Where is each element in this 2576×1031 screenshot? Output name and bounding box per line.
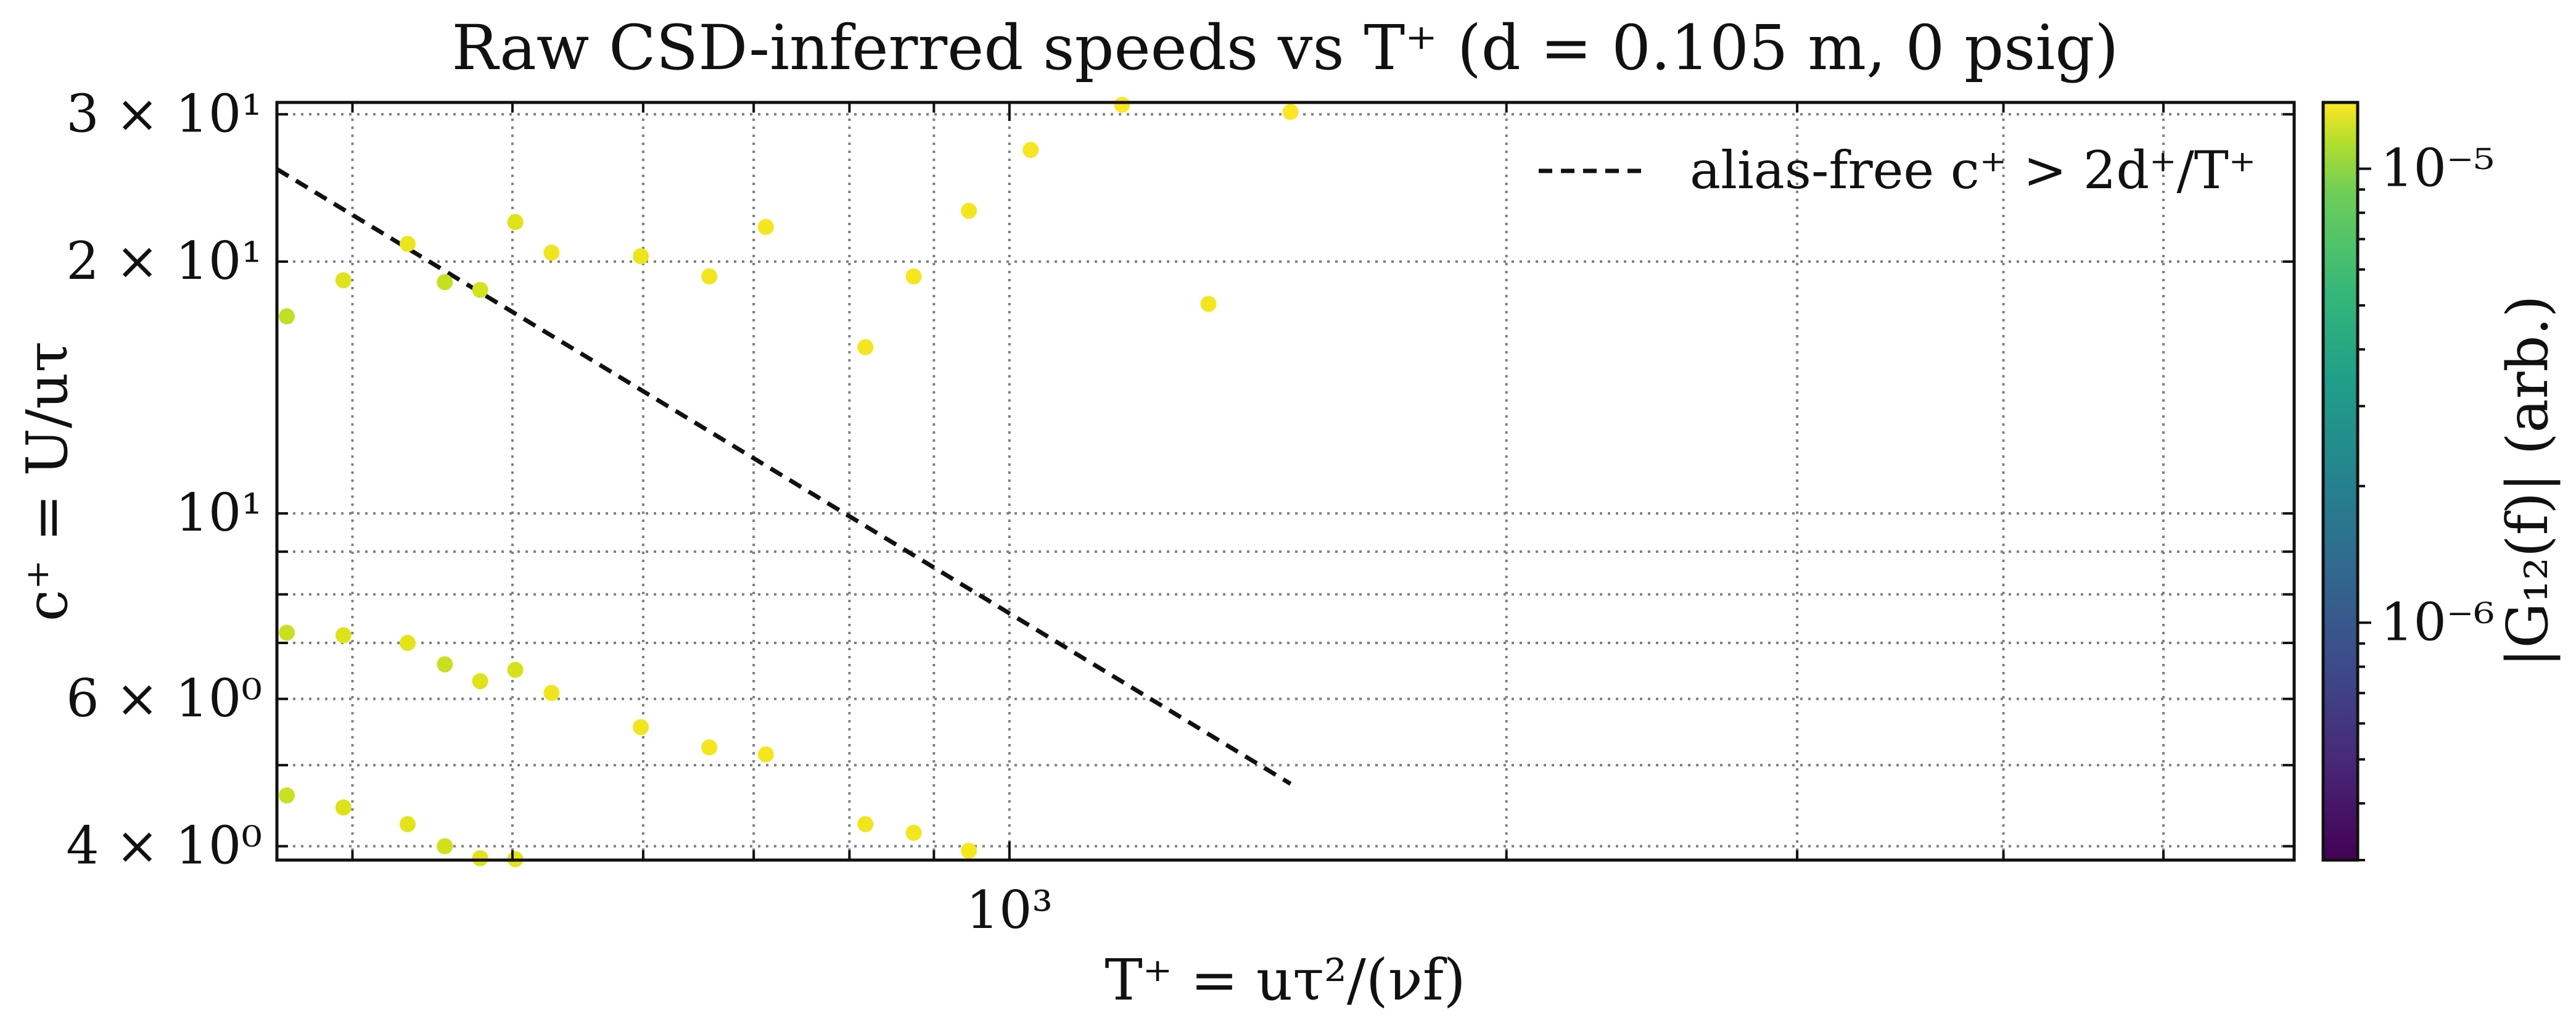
data-point — [961, 842, 977, 859]
data-point — [543, 685, 560, 702]
data-point — [472, 281, 488, 298]
data-point — [399, 816, 416, 832]
legend-label-alias-free: alias-free c⁺ > 2d⁺/T⁺ — [1690, 140, 2256, 201]
colorbar-tick-label: 10⁻⁵ — [2381, 138, 2495, 199]
data-point — [437, 656, 453, 673]
data-point — [857, 339, 874, 355]
y-tick-label: 4 × 10⁰ — [66, 815, 262, 876]
data-point — [472, 850, 488, 866]
data-point — [507, 213, 524, 230]
data-point — [757, 746, 774, 763]
data-point — [437, 838, 453, 855]
colorbar: 10⁻⁵ 10⁻⁶ |G₁₂(f)| (arb.) — [2321, 101, 2561, 862]
data-point — [905, 824, 922, 841]
data-point — [399, 236, 416, 252]
chart-title: Raw CSD-inferred speeds vs T⁺ (d = 0.105… — [452, 12, 2119, 84]
colorbar-frame — [2321, 101, 2360, 862]
colorbar-ticks: 10⁻⁵ 10⁻⁶ — [2358, 138, 2495, 861]
data-point — [961, 202, 977, 219]
y-axis-label: c⁺ = U/uτ — [14, 341, 80, 621]
grid — [277, 102, 2295, 860]
data-point — [1114, 96, 1130, 113]
data-point — [857, 816, 874, 832]
data-point — [335, 627, 352, 644]
ticks-group: 10³ 4 × 10⁰ 6 × 10⁰ 10¹ 2 × 10¹ 3 × 10¹ — [66, 83, 2295, 940]
data-point — [633, 248, 649, 265]
y-tick-label: 6 × 10⁰ — [66, 668, 262, 729]
y-tick-label: 10¹ — [175, 482, 262, 543]
data-point — [279, 787, 295, 804]
points-group — [279, 96, 1299, 867]
data-point — [335, 272, 352, 289]
data-point — [757, 218, 774, 235]
data-point — [543, 244, 560, 261]
y-tick-label: 2 × 10¹ — [66, 231, 262, 291]
data-point — [701, 739, 718, 756]
data-point — [472, 673, 488, 690]
alias-free-line — [277, 167, 1292, 786]
data-point — [1200, 296, 1217, 312]
legend: alias-free c⁺ > 2d⁺/T⁺ — [1539, 140, 2256, 201]
data-point — [633, 719, 649, 735]
data-point — [279, 308, 295, 325]
data-point — [279, 624, 295, 641]
reference-line-group — [277, 167, 1292, 786]
x-tick-label: 10³ — [966, 880, 1053, 940]
data-point — [1282, 104, 1299, 120]
data-point — [701, 268, 718, 285]
data-point — [399, 635, 416, 652]
data-point — [507, 661, 524, 678]
x-axis-label: T⁺ = uτ²/(νf) — [1105, 947, 1465, 1013]
data-point — [1023, 141, 1039, 158]
data-point — [905, 268, 922, 285]
plot-frame — [275, 101, 2296, 862]
colorbar-tick-label: 10⁻⁶ — [2381, 592, 2495, 652]
colorbar-gradient — [2323, 102, 2358, 860]
data-point — [437, 274, 453, 291]
y-tick-label: 3 × 10¹ — [66, 83, 262, 144]
data-point — [335, 799, 352, 816]
colorbar-label: |G₁₂(f)| (arb.) — [2495, 295, 2561, 667]
